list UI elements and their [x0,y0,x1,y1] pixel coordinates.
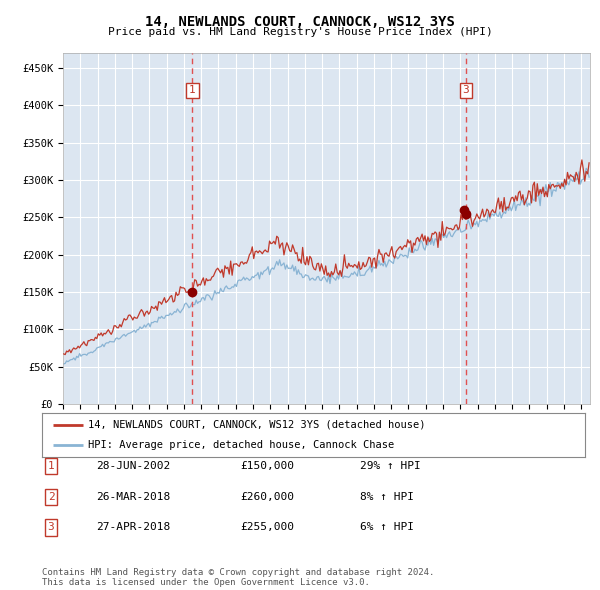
Text: 6% ↑ HPI: 6% ↑ HPI [360,523,414,532]
Text: £260,000: £260,000 [240,492,294,502]
Text: 8% ↑ HPI: 8% ↑ HPI [360,492,414,502]
Text: 28-JUN-2002: 28-JUN-2002 [96,461,170,471]
Text: 3: 3 [47,523,55,532]
Text: 29% ↑ HPI: 29% ↑ HPI [360,461,421,471]
Text: 14, NEWLANDS COURT, CANNOCK, WS12 3YS: 14, NEWLANDS COURT, CANNOCK, WS12 3YS [145,15,455,29]
Text: Contains HM Land Registry data © Crown copyright and database right 2024.
This d: Contains HM Land Registry data © Crown c… [42,568,434,587]
Text: 1: 1 [47,461,55,471]
Text: 3: 3 [463,86,469,96]
Text: 1: 1 [189,86,196,96]
Text: £255,000: £255,000 [240,523,294,532]
Text: 14, NEWLANDS COURT, CANNOCK, WS12 3YS (detached house): 14, NEWLANDS COURT, CANNOCK, WS12 3YS (d… [88,420,425,430]
Text: 26-MAR-2018: 26-MAR-2018 [96,492,170,502]
Text: 27-APR-2018: 27-APR-2018 [96,523,170,532]
Text: £150,000: £150,000 [240,461,294,471]
Text: 2: 2 [47,492,55,502]
Text: Price paid vs. HM Land Registry's House Price Index (HPI): Price paid vs. HM Land Registry's House … [107,27,493,37]
Text: HPI: Average price, detached house, Cannock Chase: HPI: Average price, detached house, Cann… [88,440,394,450]
